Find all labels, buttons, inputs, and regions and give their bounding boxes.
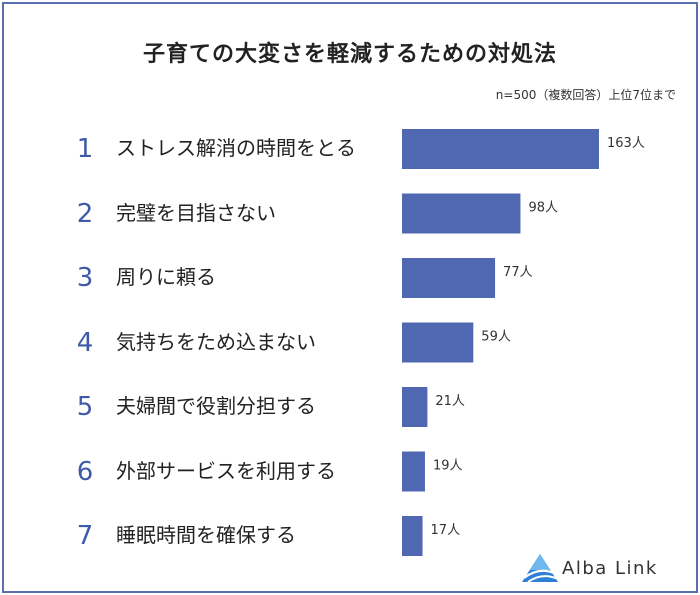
bar	[402, 387, 428, 427]
data-label: 98人	[528, 201, 558, 216]
rank-number: 5	[76, 392, 94, 422]
rank-number: 2	[76, 198, 94, 229]
rank-number: 6	[76, 456, 94, 487]
category-label: 周りに頼る	[116, 265, 216, 289]
category-label: 完璧を目指さない	[116, 200, 276, 225]
data-label: 17人	[431, 523, 461, 538]
category-label: 夫婦間で役割分担する	[116, 394, 316, 418]
rank-number: 7	[76, 521, 94, 551]
bar	[402, 322, 474, 363]
bar	[402, 258, 496, 298]
bar	[402, 516, 423, 556]
rank-number: 3	[76, 263, 94, 293]
data-label: 21人	[435, 394, 465, 409]
bar	[402, 451, 425, 492]
data-label: 77人	[503, 265, 533, 280]
sample-note: n=500（複数回答）上位7位まで	[495, 88, 676, 102]
category-label: 気持ちをため込まない	[116, 329, 316, 354]
data-label: 163人	[607, 136, 645, 151]
alba-link-logo: Alba Link	[520, 552, 690, 584]
bar-chart: 163人 98人 77人 59人 21人 19人 17人	[402, 129, 645, 556]
rank-number: 1	[76, 134, 94, 164]
brand-name: Alba Link	[562, 558, 658, 579]
category-label: 外部サービスを利用する	[116, 458, 336, 483]
logo-mark-icon	[522, 554, 559, 583]
bar	[402, 193, 521, 234]
rank-number: 4	[76, 327, 94, 358]
data-label: 59人	[481, 330, 511, 345]
chart-title: 子育ての大変さを軽減するための対処法	[142, 42, 557, 67]
category-label: ストレス解消の時間をとる	[116, 136, 356, 160]
bar	[402, 129, 599, 169]
category-label: 睡眠時間を確保する	[116, 523, 296, 547]
data-label: 19人	[433, 459, 463, 474]
